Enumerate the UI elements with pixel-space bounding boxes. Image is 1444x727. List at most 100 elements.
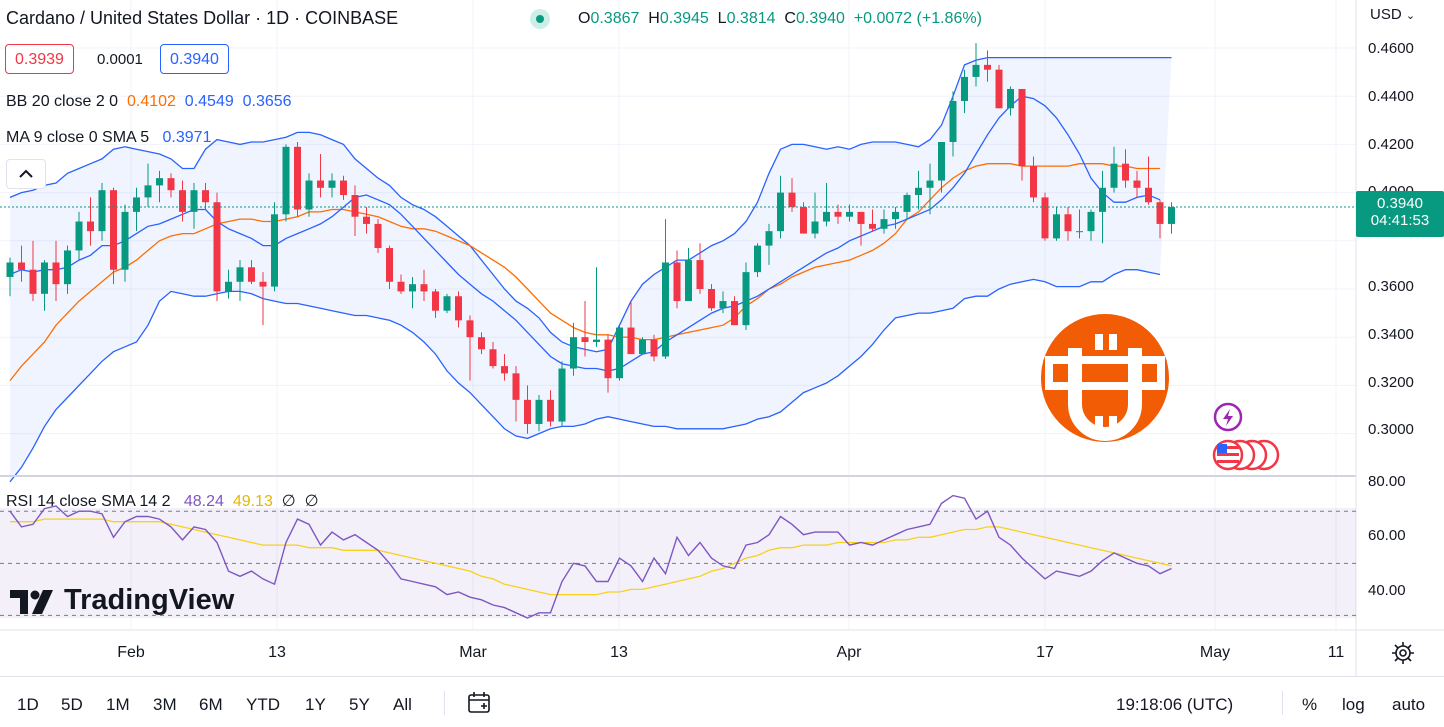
candle-body — [938, 141, 945, 181]
candle-body — [719, 301, 727, 309]
candle — [719, 291, 727, 314]
candle-body — [926, 180, 934, 188]
candle — [938, 141, 945, 193]
candle-body — [167, 178, 175, 191]
candle — [351, 185, 359, 236]
candle-body — [1041, 197, 1049, 239]
candle — [420, 269, 428, 302]
candle — [52, 240, 60, 302]
candle-body — [1007, 88, 1014, 109]
candle — [478, 332, 485, 355]
candle-body — [742, 272, 750, 326]
candle-body — [305, 180, 313, 210]
candle-body — [340, 180, 347, 196]
percent-scale-toggle[interactable]: % — [1302, 695, 1318, 714]
candle — [305, 173, 313, 217]
buy-button[interactable]: 0.3940 — [160, 44, 229, 74]
collapse-legend-button[interactable] — [6, 159, 46, 189]
candle — [524, 385, 531, 434]
candle — [225, 269, 232, 299]
candle-body — [903, 195, 911, 212]
price-tick: 0.3600 — [1368, 278, 1414, 295]
candle — [696, 243, 704, 294]
range-5y-button[interactable]: 5Y — [349, 695, 370, 714]
candle — [604, 334, 612, 393]
candle — [1030, 156, 1037, 203]
time-tick: Feb — [117, 644, 145, 661]
candle-body — [478, 337, 485, 350]
log-scale-toggle[interactable]: log — [1342, 695, 1365, 714]
range-5d-button[interactable]: 5D — [61, 695, 83, 714]
rsi-legend[interactable]: RSI 14 close SMA 14 2 48.24 49.13 ∅ ∅ — [6, 493, 319, 510]
candle-body — [420, 284, 428, 292]
candle-body — [524, 399, 531, 424]
candlestick-series — [6, 43, 1175, 434]
candle-body — [386, 248, 393, 282]
market-status-icon[interactable] — [530, 9, 550, 29]
time-tick: 13 — [610, 644, 628, 661]
symbol-title[interactable]: Cardano / United States Dollar · 1D · CO… — [6, 8, 399, 28]
candle — [834, 204, 842, 224]
tradingview-logo-icon — [10, 590, 53, 614]
candle-body — [52, 262, 60, 285]
candle — [892, 207, 899, 229]
candle-body — [880, 219, 888, 229]
ohlc-readout: O0.3867 H0.3945 L0.3814 C0.3940 +0.0072 … — [578, 10, 982, 27]
chart-canvas[interactable] — [0, 0, 1444, 676]
candle-body — [87, 221, 94, 232]
candle-body — [156, 178, 163, 186]
range-all-button[interactable]: All — [393, 695, 412, 714]
candle-body — [294, 146, 301, 210]
us-flag-icons[interactable] — [1212, 439, 1280, 471]
range-1d-button[interactable]: 1D — [17, 695, 39, 714]
sell-button[interactable]: 0.3939 — [5, 44, 74, 74]
candle-body — [708, 289, 715, 309]
candle-body — [432, 291, 439, 311]
candle-body — [1110, 163, 1118, 188]
candle — [616, 325, 623, 381]
candle — [961, 69, 968, 114]
date-range-calendar-icon[interactable] — [467, 691, 493, 715]
candle — [742, 262, 750, 330]
candle — [167, 173, 175, 198]
candle — [294, 141, 301, 217]
candle-body — [1030, 166, 1037, 198]
candle-body — [731, 301, 738, 326]
candle-body — [765, 231, 773, 246]
bb-legend[interactable]: BB 20 close 2 0 0.4102 0.4549 0.3656 — [6, 93, 292, 110]
candle — [259, 272, 267, 326]
moving-average-line — [9, 95, 1161, 372]
settings-gear-icon[interactable] — [1392, 642, 1414, 664]
candle-body — [1064, 214, 1072, 232]
candle-body — [328, 180, 336, 188]
candle — [340, 175, 347, 200]
candle-body — [984, 64, 991, 70]
candle — [489, 342, 497, 369]
candle-body — [133, 197, 140, 212]
auto-scale-toggle[interactable]: auto — [1392, 695, 1426, 714]
candle — [558, 361, 566, 427]
candle-body — [639, 339, 646, 355]
lightning-icon[interactable] — [1213, 402, 1243, 432]
range-6m-button[interactable]: 6M — [199, 695, 223, 714]
candle-body — [1122, 163, 1129, 181]
currency-menu[interactable]: USD ⌄ — [1370, 6, 1416, 23]
candle — [708, 284, 715, 311]
ma-legend[interactable]: MA 9 close 0 SMA 5 0.3971 — [6, 129, 212, 146]
candle — [282, 144, 290, 222]
candle — [455, 291, 462, 328]
bottom-toolbar: 1D 5D 1M 3M 6M YTD 1Y 5Y All 19:18:06 (U… — [0, 676, 1444, 727]
range-3m-button[interactable]: 3M — [153, 695, 177, 714]
candle-body — [1156, 202, 1164, 224]
candle — [501, 354, 508, 381]
range-ytd-button[interactable]: YTD — [246, 695, 280, 714]
range-1m-button[interactable]: 1M — [106, 695, 130, 714]
candle — [926, 163, 934, 215]
range-1y-button[interactable]: 1Y — [305, 695, 326, 714]
candle — [397, 274, 405, 294]
utc-clock[interactable]: 19:18:06 (UTC) — [1116, 695, 1234, 714]
candle-body — [570, 337, 577, 369]
rsi-sma-line — [10, 518, 1172, 596]
candle — [1145, 156, 1152, 205]
candle-body — [363, 216, 370, 224]
